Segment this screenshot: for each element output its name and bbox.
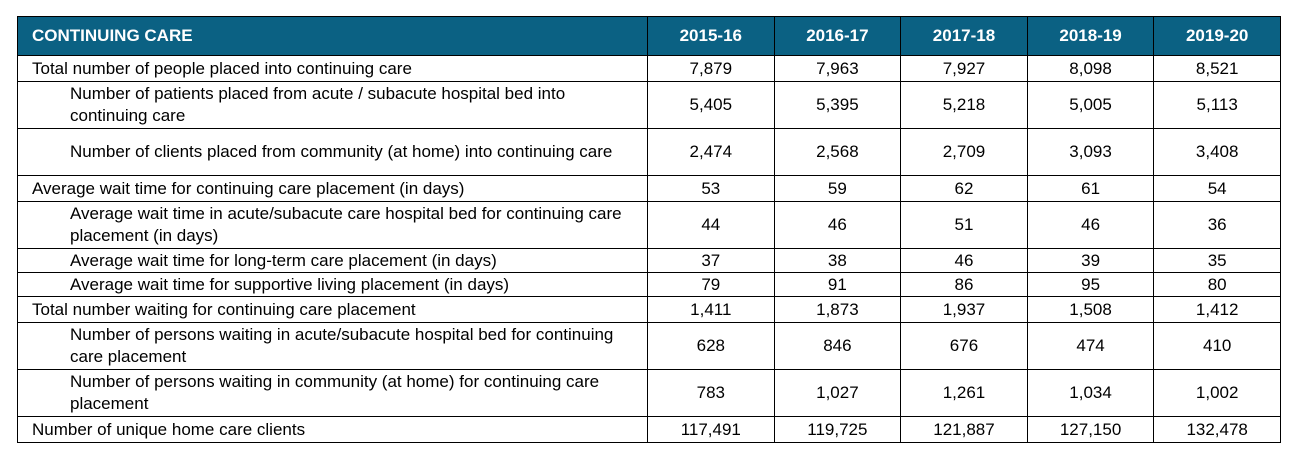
row-value: 127,150 [1026, 416, 1155, 443]
row-value: 95 [1026, 272, 1155, 297]
row-value: 628 [647, 322, 775, 370]
row-value: 5,113 [1153, 81, 1281, 129]
table-row: Average wait time for long-term care pla… [17, 248, 1281, 273]
row-value: 46 [773, 201, 902, 249]
row-value: 2,568 [773, 128, 902, 176]
row-value: 79 [647, 272, 775, 297]
row-value: 61 [1026, 175, 1155, 202]
row-value: 44 [647, 201, 775, 249]
row-value: 1,508 [1026, 296, 1155, 323]
table-row: Number of unique home care clients 117,4… [17, 416, 1281, 443]
row-value: 46 [1026, 201, 1155, 249]
row-value: 1,412 [1153, 296, 1281, 323]
year-header: 2016-17 [773, 16, 902, 56]
row-value: 3,408 [1153, 128, 1281, 176]
table-row: Total number of people placed into conti… [17, 55, 1281, 82]
row-value: 3,093 [1026, 128, 1155, 176]
continuing-care-table-wrapper: CONTINUING CARE 2015-16 2016-17 2017-18 … [17, 16, 1281, 443]
table-row: Average wait time for continuing care pl… [17, 175, 1281, 202]
row-value: 132,478 [1153, 416, 1281, 443]
row-value: 1,411 [647, 296, 775, 323]
row-value: 8,098 [1026, 55, 1155, 82]
row-value: 59 [773, 175, 902, 202]
row-label: Total number waiting for continuing care… [17, 296, 648, 323]
row-value: 410 [1153, 322, 1281, 370]
row-label: Number of clients placed from community … [17, 128, 648, 176]
row-label: Number of unique home care clients [17, 416, 648, 443]
row-value: 5,405 [647, 81, 775, 129]
row-value: 5,395 [773, 81, 902, 129]
row-label: Number of patients placed from acute / s… [17, 81, 648, 129]
row-value: 62 [900, 175, 1028, 202]
row-value: 2,474 [647, 128, 775, 176]
row-value: 474 [1026, 322, 1155, 370]
table-row: Average wait time in acute/subacute care… [17, 201, 1281, 249]
row-label: Average wait time in acute/subacute care… [17, 201, 648, 249]
row-value: 46 [900, 248, 1028, 273]
row-value: 121,887 [900, 416, 1028, 443]
row-value: 7,963 [773, 55, 902, 82]
row-value: 846 [773, 322, 902, 370]
row-label: Total number of people placed into conti… [17, 55, 648, 82]
row-value: 676 [900, 322, 1028, 370]
table-row: Number of clients placed from community … [17, 128, 1281, 176]
row-value: 117,491 [647, 416, 775, 443]
row-label: Average wait time for continuing care pl… [17, 175, 648, 202]
table-row: Number of persons waiting in acute/subac… [17, 322, 1281, 370]
table-row: Number of persons waiting in community (… [17, 369, 1281, 417]
row-value: 35 [1153, 248, 1281, 273]
row-value: 2,709 [900, 128, 1028, 176]
row-value: 53 [647, 175, 775, 202]
row-label: Number of persons waiting in community (… [17, 369, 648, 417]
table-row: Number of patients placed from acute / s… [17, 81, 1281, 129]
row-value: 86 [900, 272, 1028, 297]
row-label: Number of persons waiting in acute/subac… [17, 322, 648, 370]
row-value: 5,005 [1026, 81, 1155, 129]
row-value: 1,034 [1026, 369, 1155, 417]
table-row: Average wait time for supportive living … [17, 272, 1281, 297]
row-value: 1,261 [900, 369, 1028, 417]
continuing-care-table: CONTINUING CARE 2015-16 2016-17 2017-18 … [17, 16, 1281, 443]
row-value: 8,521 [1153, 55, 1281, 82]
row-value: 91 [773, 272, 902, 297]
row-value: 119,725 [773, 416, 902, 443]
row-value: 38 [773, 248, 902, 273]
row-value: 54 [1153, 175, 1281, 202]
row-value: 7,879 [647, 55, 775, 82]
row-value: 1,027 [773, 369, 902, 417]
row-value: 36 [1153, 201, 1281, 249]
row-value: 51 [900, 201, 1028, 249]
table-header-row: CONTINUING CARE 2015-16 2016-17 2017-18 … [17, 16, 1281, 56]
table-title: CONTINUING CARE [17, 16, 648, 56]
year-header: 2018-19 [1026, 16, 1155, 56]
row-value: 80 [1153, 272, 1281, 297]
row-label: Average wait time for supportive living … [17, 272, 648, 297]
year-header: 2019-20 [1153, 16, 1281, 56]
row-value: 7,927 [900, 55, 1028, 82]
table-row: Total number waiting for continuing care… [17, 296, 1281, 323]
row-value: 1,873 [773, 296, 902, 323]
row-label: Average wait time for long-term care pla… [17, 248, 648, 273]
row-value: 783 [647, 369, 775, 417]
row-value: 37 [647, 248, 775, 273]
row-value: 1,002 [1153, 369, 1281, 417]
row-value: 1,937 [900, 296, 1028, 323]
row-value: 39 [1026, 248, 1155, 273]
row-value: 5,218 [900, 81, 1028, 129]
year-header: 2017-18 [900, 16, 1028, 56]
year-header: 2015-16 [647, 16, 775, 56]
